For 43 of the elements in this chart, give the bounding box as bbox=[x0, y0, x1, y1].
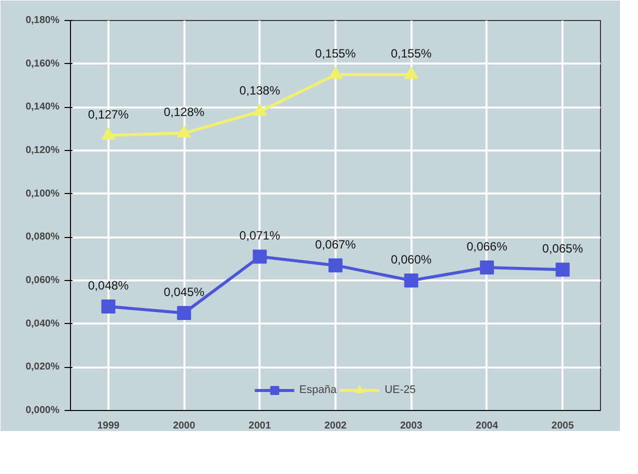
y-tick-label: 0,140% bbox=[26, 102, 60, 113]
y-tick-label: 0,080% bbox=[26, 232, 60, 243]
x-tick-label: 2001 bbox=[248, 420, 272, 432]
y-tick-label: 0,120% bbox=[26, 145, 60, 156]
data-label: 0,155% bbox=[315, 46, 356, 61]
legend-label: España bbox=[299, 384, 337, 396]
x-tick-label: 2005 bbox=[552, 420, 574, 432]
point bbox=[328, 66, 342, 79]
data-label: 0,127% bbox=[88, 107, 130, 122]
legend-label: UE-25 bbox=[384, 384, 416, 396]
y-tick-label: 0,020% bbox=[26, 362, 60, 373]
point bbox=[177, 125, 192, 138]
data-label: 0,155% bbox=[390, 46, 432, 61]
point bbox=[404, 274, 418, 288]
data-label: 0,048% bbox=[88, 278, 130, 292]
y-tick-label: 0,000% bbox=[26, 405, 60, 416]
point bbox=[404, 66, 418, 79]
point bbox=[101, 300, 116, 314]
y-tick-label: 0,160% bbox=[26, 58, 60, 70]
data-label: 0,060% bbox=[390, 252, 432, 266]
point bbox=[480, 260, 494, 274]
point bbox=[252, 250, 267, 264]
point bbox=[101, 127, 116, 140]
x-tick-label: 2000 bbox=[172, 420, 196, 432]
data-label: 0,138% bbox=[239, 84, 280, 98]
x-tick-label: 2002 bbox=[324, 420, 348, 432]
point bbox=[328, 258, 342, 272]
y-tick-label: 0,060% bbox=[26, 275, 60, 286]
y-tick-label: 0,180% bbox=[26, 15, 60, 26]
x-tick-label: 2003 bbox=[400, 420, 423, 432]
data-label: 0,065% bbox=[542, 242, 584, 256]
y-tick-label: 0,040% bbox=[26, 318, 60, 330]
data-label: 0,066% bbox=[466, 240, 508, 254]
data-label: 0,045% bbox=[164, 285, 205, 299]
x-tick-label: 1999 bbox=[97, 420, 120, 432]
x-tick-label: 2004 bbox=[476, 420, 498, 432]
point bbox=[177, 306, 192, 320]
data-label: 0,128% bbox=[164, 105, 205, 120]
y-tick-label: 0,100% bbox=[26, 188, 60, 200]
data-label: 0,071% bbox=[239, 228, 280, 243]
data-label: 0,067% bbox=[315, 237, 356, 252]
point bbox=[556, 262, 570, 277]
point bbox=[252, 103, 267, 116]
